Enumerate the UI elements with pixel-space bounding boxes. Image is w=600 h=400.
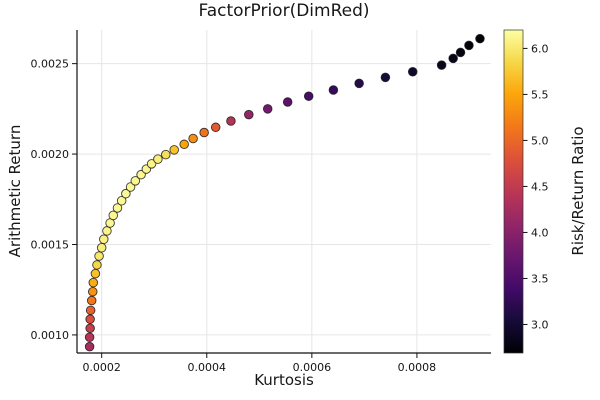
data-point xyxy=(153,154,163,164)
data-point xyxy=(179,139,189,150)
data-point xyxy=(108,210,119,221)
data-point xyxy=(116,195,127,206)
data-point xyxy=(448,53,458,64)
data-point xyxy=(94,251,104,261)
y-tick-label: 0.0020 xyxy=(31,148,70,161)
colorbar-tick-label: 4.5 xyxy=(531,180,549,193)
colorbar-tick-label: 4.0 xyxy=(531,226,549,239)
data-point xyxy=(90,268,101,279)
colorbar-label: Risk/Return Ratio xyxy=(569,126,587,256)
colorbar-tick-label: 5.5 xyxy=(531,88,549,101)
data-point xyxy=(161,149,171,160)
data-point xyxy=(475,33,485,44)
data-point xyxy=(146,159,157,169)
colorbar-tick-label: 3.5 xyxy=(531,272,549,285)
data-point xyxy=(464,40,474,51)
data-point xyxy=(262,104,273,114)
data-point xyxy=(84,341,95,352)
data-point xyxy=(282,97,293,107)
y-tick-label: 0.0015 xyxy=(31,238,70,251)
data-point xyxy=(96,242,107,253)
x-tick-label: 0.0002 xyxy=(82,361,121,374)
data-point xyxy=(407,67,418,77)
data-point xyxy=(328,85,339,95)
data-point xyxy=(455,47,466,58)
y-tick-label: 0.0025 xyxy=(31,58,70,71)
data-point xyxy=(86,295,97,306)
data-point xyxy=(199,127,209,138)
chart-title: FactorPrior(DimRed) xyxy=(198,1,370,21)
x-tick-label: 0.0004 xyxy=(188,361,227,374)
data-point xyxy=(92,260,102,270)
data-point xyxy=(84,332,95,343)
data-point xyxy=(210,122,221,133)
data-point xyxy=(102,226,112,236)
x-axis-label: Kurtosis xyxy=(254,371,314,389)
colorbar-tick-label: 6.0 xyxy=(531,42,549,55)
data-point xyxy=(130,176,141,186)
data-point xyxy=(226,116,236,126)
data-point xyxy=(244,109,254,120)
colorbar-tick-label: 5.0 xyxy=(531,134,549,147)
data-point xyxy=(121,188,131,199)
data-point xyxy=(380,72,391,83)
data-point xyxy=(169,145,179,155)
data-point xyxy=(436,60,447,70)
y-tick-label: 0.0010 xyxy=(31,329,70,342)
colorbar-tick-label: 3.0 xyxy=(531,318,549,331)
colorbar-gradient xyxy=(503,29,524,354)
data-point xyxy=(88,286,98,297)
x-tick-label: 0.0006 xyxy=(293,361,332,374)
data-point xyxy=(85,323,95,333)
data-point xyxy=(125,182,136,192)
data-point xyxy=(112,203,123,213)
data-point xyxy=(85,305,96,316)
data-point xyxy=(85,314,95,324)
data-point xyxy=(188,133,198,144)
data-point xyxy=(88,277,99,288)
data-point xyxy=(303,91,314,101)
y-axis-label: Arithmetic Return xyxy=(6,124,24,258)
data-point xyxy=(99,234,109,244)
x-tick-label: 0.0008 xyxy=(398,361,437,374)
data-point xyxy=(354,78,364,89)
